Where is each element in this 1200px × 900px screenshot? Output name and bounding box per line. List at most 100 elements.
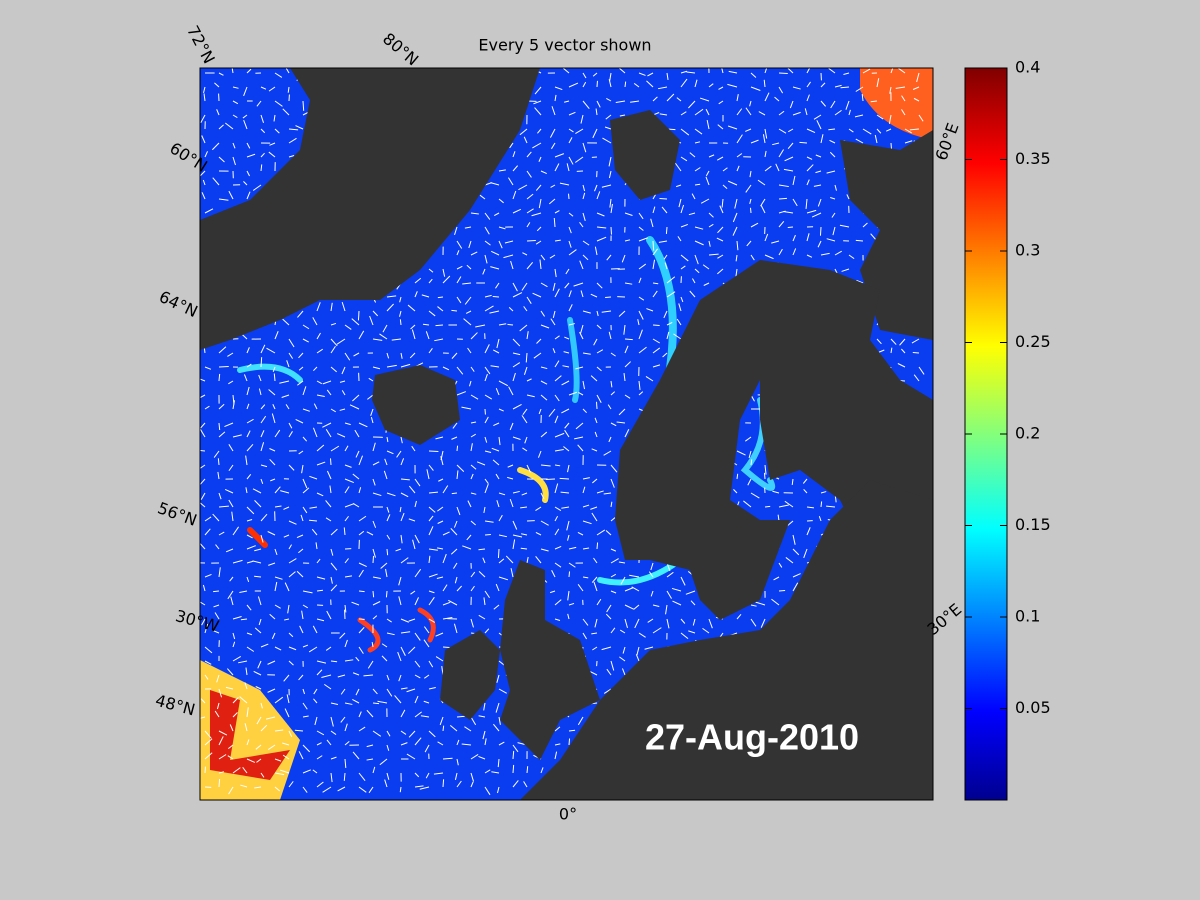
vector: [806, 68, 811, 74]
vector: [408, 730, 416, 738]
vector: [479, 194, 486, 200]
vector: [421, 294, 430, 298]
lat-label: 56°N: [155, 498, 199, 530]
vector: [232, 641, 236, 648]
vector: [498, 323, 507, 326]
vector: [493, 422, 500, 427]
vector: [876, 338, 882, 345]
vector: [645, 376, 654, 382]
vector: [646, 308, 654, 312]
vector: [218, 346, 227, 354]
vector: [772, 490, 780, 494]
vector: [631, 586, 640, 592]
vector: [596, 324, 602, 330]
vector: [899, 338, 906, 346]
vector: [521, 533, 528, 536]
vector: [806, 179, 810, 186]
vector: [622, 646, 626, 654]
vector: [540, 324, 550, 329]
vector: [260, 128, 266, 134]
vector: [568, 82, 579, 88]
vector: [200, 422, 206, 429]
vector: [255, 686, 262, 690]
vector: [246, 386, 250, 396]
vector: [302, 688, 306, 695]
vector: [603, 450, 612, 456]
vector: [495, 388, 500, 396]
vector: [302, 386, 307, 396]
vector: [330, 528, 338, 536]
vector: [469, 380, 472, 387]
vector: [238, 660, 248, 664]
vector: [372, 366, 381, 370]
vector: [582, 240, 590, 246]
vector: [567, 590, 570, 601]
vector: [526, 331, 529, 340]
vector: [325, 517, 332, 522]
vector: [260, 478, 264, 484]
vector: [372, 601, 381, 606]
vector: [470, 492, 477, 495]
vector: [228, 464, 234, 472]
vector: [694, 167, 701, 172]
vector: [243, 374, 248, 382]
vector: [845, 100, 850, 110]
vector: [204, 573, 212, 578]
vector: [661, 206, 668, 214]
vector: [913, 97, 920, 102]
vector: [285, 68, 290, 74]
vector: [339, 408, 346, 411]
vector: [453, 562, 458, 569]
vector: [330, 730, 337, 735]
vector: [582, 547, 590, 550]
vector: [703, 282, 710, 286]
vector: [691, 193, 696, 200]
vector: [228, 499, 234, 508]
vector: [552, 282, 556, 291]
vector: [260, 164, 263, 172]
vector: [498, 169, 506, 172]
vector: [274, 576, 283, 580]
vector: [750, 139, 759, 144]
vector: [708, 154, 715, 158]
vector: [470, 421, 477, 424]
vector: [344, 740, 350, 746]
vector: [324, 683, 332, 690]
vector: [806, 254, 813, 258]
vector: [218, 567, 221, 578]
vector: [232, 400, 236, 410]
vector: [792, 548, 800, 556]
vector: [554, 545, 562, 550]
vector: [243, 86, 248, 97]
vector: [316, 730, 325, 736]
vector: [482, 730, 486, 740]
vector: [536, 338, 542, 344]
vector: [456, 739, 460, 746]
vector: [410, 324, 416, 330]
vector: [243, 181, 248, 186]
vector: [282, 754, 290, 760]
vector: [694, 240, 704, 246]
vector: [344, 639, 348, 648]
vector: [829, 151, 836, 158]
vector: [312, 317, 318, 326]
vector: [442, 779, 445, 788]
vector: [312, 769, 318, 774]
vector: [624, 394, 631, 399]
vector: [384, 779, 388, 788]
lat-label: 48°N: [153, 691, 197, 720]
vector: [826, 170, 836, 174]
vector: [582, 81, 587, 88]
vector: [284, 582, 290, 592]
vector: [229, 724, 234, 732]
vector: [601, 184, 612, 188]
vector: [246, 430, 251, 438]
vector: [218, 431, 226, 438]
vector: [568, 562, 576, 568]
vector: [678, 198, 682, 208]
vector: [804, 108, 808, 116]
vector: [719, 205, 724, 214]
vector: [246, 153, 256, 158]
vector: [315, 542, 318, 550]
vector: [689, 290, 696, 298]
